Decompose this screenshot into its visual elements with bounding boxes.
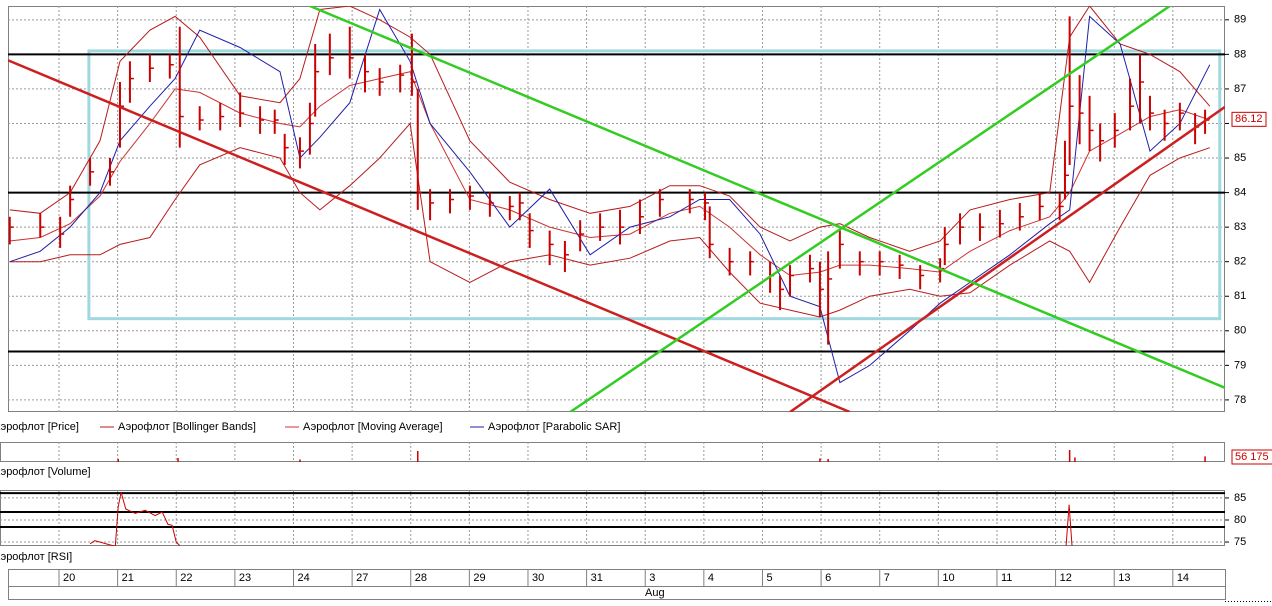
volume-frame: [0, 442, 1225, 462]
x-tick-label: 10: [942, 572, 954, 584]
last-value: 86.12: [1235, 113, 1263, 125]
overlay-line: [9, 122, 1210, 318]
trend-line: [789, 105, 1225, 412]
last-value-box: [1231, 111, 1267, 127]
trend-line: [8, 59, 851, 412]
legend-label: Аэрофлот [Price]: [0, 421, 79, 433]
y-tick-label: 84: [1234, 186, 1246, 198]
x-tick-label: 13: [1118, 572, 1130, 584]
x-tick-label: 4: [708, 572, 714, 584]
legend-label: Аэрофлот [Bollinger Bands]: [118, 421, 256, 433]
x-tick-label: 6: [825, 572, 831, 584]
trend-line: [309, 6, 1225, 389]
overlay-line: [9, 71, 1210, 277]
volume-plot: [58, 442, 1206, 462]
overlay-line: [9, 6, 1211, 252]
price-plot: [8, 6, 1225, 412]
range-box: [87, 49, 1222, 321]
price-frame: [8, 6, 1225, 412]
y-tick-label: 80: [1234, 325, 1246, 337]
y-tick-label: 89: [1234, 14, 1246, 26]
legend-label: Аэрофлот [Volume]: [0, 466, 91, 478]
x-tick-label: 31: [591, 572, 603, 584]
x-tick-label: 28: [415, 572, 427, 584]
x-tick-label: 22: [180, 572, 192, 584]
legend-label: Аэрофлот [Moving Average]: [303, 421, 443, 433]
y-tick-label: 80: [1234, 514, 1246, 526]
last-value-box: [1231, 449, 1272, 465]
month-label: Aug: [645, 587, 665, 599]
x-tick-label: 14: [1177, 572, 1189, 584]
y-tick-label: 83: [1234, 221, 1246, 233]
rsi-frame: [0, 490, 1225, 546]
x-tick-label: 21: [122, 572, 134, 584]
x-tick-label: 20: [63, 572, 75, 584]
x-tick-label: 5: [766, 572, 772, 584]
legend-label: Аэрофлот [Parabolic SAR]: [488, 421, 620, 433]
overlay-line: [9, 8, 1211, 384]
x-tick-label: 23: [239, 572, 251, 584]
y-tick-label: 85: [1234, 152, 1246, 164]
y-tick-label: 85: [1234, 492, 1246, 504]
x-tick-label: 30: [532, 572, 544, 584]
x-tick-label: 24: [297, 572, 309, 584]
rsi-plot: [0, 490, 1225, 546]
x-tick-label: 27: [356, 572, 368, 584]
x-tick-label: 3: [649, 572, 655, 584]
last-value: 56 175: [1235, 451, 1269, 463]
legend-label: Аэрофлот [RSI]: [0, 551, 72, 563]
y-tick-label: 87: [1234, 83, 1246, 95]
y-tick-label: 78: [1234, 394, 1246, 406]
x-tick-label: 7: [884, 572, 890, 584]
time-axis-frame: [8, 569, 1226, 600]
y-tick-label: 88: [1234, 48, 1246, 60]
rsi-line: [89, 492, 1073, 546]
x-tick-label: 11: [1001, 572, 1012, 584]
y-tick-label: 82: [1234, 256, 1246, 268]
y-tick-label: 79: [1234, 359, 1246, 371]
x-tick-label: 29: [473, 572, 485, 584]
trend-line: [569, 6, 1171, 412]
x-tick-label: 12: [1060, 572, 1072, 584]
y-tick-label: 75: [1234, 536, 1246, 548]
y-tick-label: 81: [1234, 290, 1246, 302]
